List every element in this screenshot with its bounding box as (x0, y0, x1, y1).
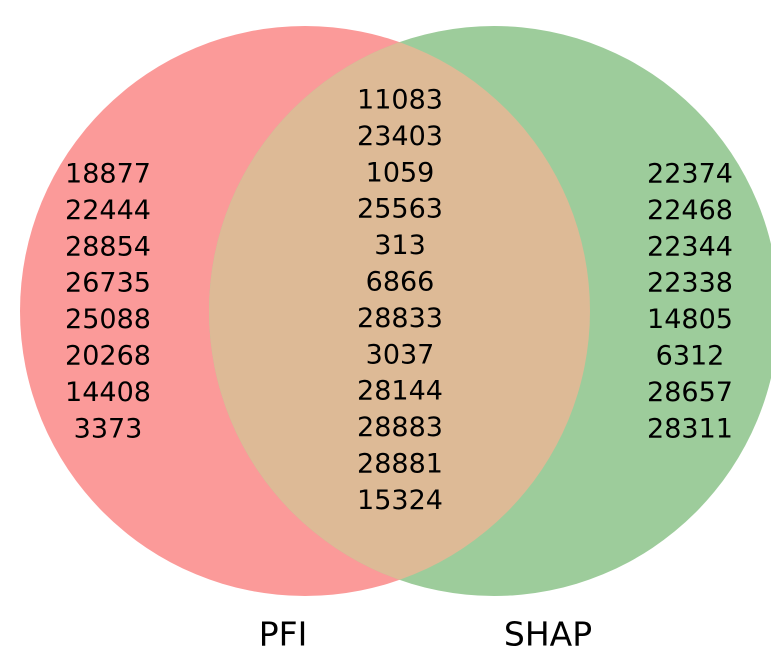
item-label: 26735 (65, 268, 151, 299)
item-label: 14408 (65, 377, 151, 408)
item-label: 18877 (65, 159, 151, 190)
item-label: 25563 (357, 194, 443, 225)
item-label: 23403 (357, 121, 443, 152)
item-label: 28833 (357, 303, 443, 334)
item-label: 14805 (647, 304, 733, 335)
item-label: 313 (374, 230, 426, 261)
item-label: 11083 (357, 85, 443, 116)
item-label: 22374 (647, 159, 733, 190)
item-label: 3037 (366, 339, 435, 370)
item-label: 6312 (656, 341, 725, 372)
item-label: 6866 (366, 267, 435, 298)
item-label: 25088 (65, 304, 151, 335)
item-label: 28881 (357, 449, 443, 480)
item-label: 28657 (647, 377, 733, 408)
set-label: PFI (259, 615, 308, 654)
item-label: 28883 (357, 412, 443, 443)
item-label: 28144 (357, 376, 443, 407)
item-label: 1059 (366, 157, 435, 188)
item-label: 20268 (65, 341, 151, 372)
item-label: 28311 (647, 413, 733, 444)
overlap-region (209, 26, 590, 596)
item-label: 22344 (647, 231, 733, 262)
item-label: 22468 (647, 195, 733, 226)
set-label: SHAP (504, 615, 592, 654)
item-label: 28854 (65, 231, 151, 262)
item-label: 15324 (357, 485, 443, 516)
item-label: 22444 (65, 195, 151, 226)
item-label: 22338 (647, 268, 733, 299)
item-label: 3373 (74, 413, 143, 444)
